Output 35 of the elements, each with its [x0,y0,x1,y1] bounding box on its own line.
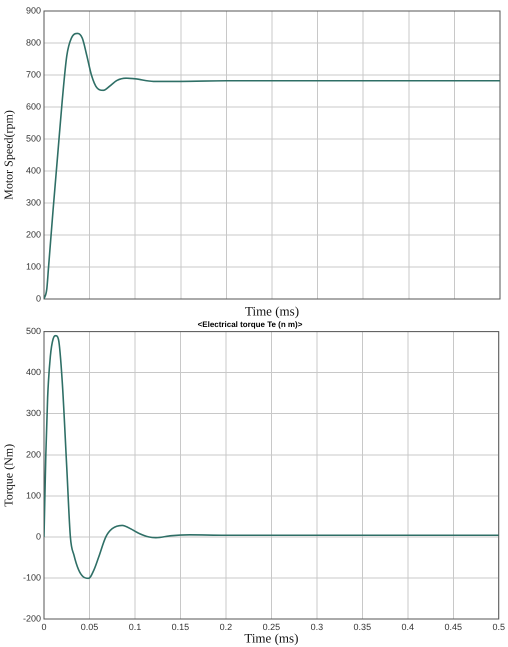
x-tick-label: 0.15 [172,622,190,632]
y-tick-label: -100 [22,572,41,582]
x-tick-label: 0.3 [310,622,324,632]
y-tick-label: 300 [26,408,41,418]
y-tick-label: 200 [26,229,41,240]
x-tick-label: 0.45 [444,622,462,632]
chart-title: <Electrical torque Te (n m)> [198,320,303,330]
x-tick-label: 0.1 [128,622,142,632]
y-tick-label: 900 [26,5,41,16]
y-tick-label: 600 [26,101,41,112]
y-tick-label: 0 [36,531,41,542]
y-axis-title: Torque (Nm) [1,444,16,507]
y-tick-label: 300 [26,197,41,208]
line-series [44,32,500,299]
x-tick-label: 0.35 [354,622,372,632]
x-tick-label: 0.2 [220,622,232,632]
y-tick-label: -200 [22,613,41,624]
y-tick-label: 400 [26,165,41,176]
y-tick-label: 100 [26,261,41,272]
y-tick-label: 500 [26,326,41,336]
y-tick-label: 700 [26,69,41,80]
x-axis-title: Time (ms) [244,304,300,319]
y-tick-label: 200 [26,449,41,460]
y-tick-label: 100 [26,490,41,500]
line-series [44,334,499,580]
y-tick-label: 500 [26,133,41,144]
x-tick-label: 0.5 [492,622,505,632]
x-axis-title: Time (ms) [244,630,298,646]
x-tick-label: 0.25 [262,622,280,632]
y-tick-label: 800 [26,37,41,48]
x-tick-label: 0.4 [402,622,414,632]
y-tick-label: 0 [36,293,41,304]
y-tick-label: 400 [26,367,41,378]
y-axis-title: Motor Speed(rpm) [1,110,16,200]
x-tick-label: 0.05 [80,622,98,632]
